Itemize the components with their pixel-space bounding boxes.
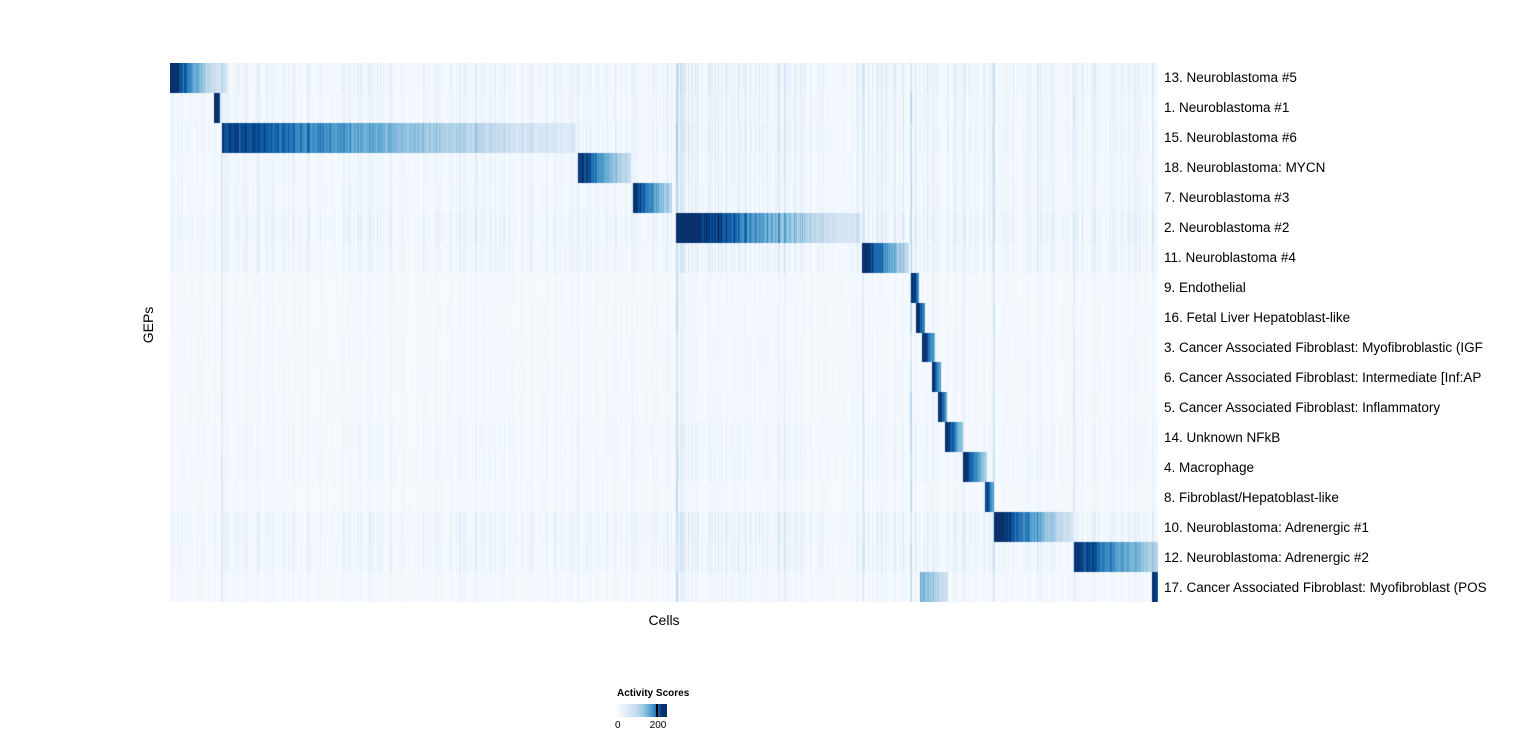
legend-max-label: 200 [649, 720, 667, 731]
legend-title: Activity Scores [617, 688, 690, 699]
row-label: 12. Neuroblastoma: Adrenergic #2 [1164, 549, 1369, 565]
row-label: 6. Cancer Associated Fibroblast: Interme… [1164, 369, 1482, 385]
row-label: 2. Neuroblastoma #2 [1164, 220, 1290, 236]
legend-tick-labels: 0 200 [615, 720, 697, 732]
row-label: 5. Cancer Associated Fibroblast: Inflamm… [1164, 399, 1441, 415]
row-label: 14. Unknown NFkB [1164, 429, 1281, 445]
row-label: 7. Neuroblastoma #3 [1164, 190, 1290, 206]
legend-min-label: 0 [615, 720, 621, 731]
row-label: 17. Cancer Associated Fibroblast: Myofib… [1164, 579, 1487, 595]
row-label: 8. Fibroblast/Hepatoblast-like [1164, 489, 1339, 505]
row-label: 13. Neuroblastoma #5 [1164, 70, 1297, 86]
row-label: 4. Macrophage [1164, 459, 1255, 475]
x-axis-label: Cells [648, 612, 680, 628]
y-axis-label: GEPs [140, 306, 156, 344]
row-label: 3. Cancer Associated Fibroblast: Myofibr… [1164, 339, 1483, 355]
activity-scores-legend: Activity Scores 0 200 [615, 688, 737, 732]
row-label: 10. Neuroblastoma: Adrenergic #1 [1164, 519, 1369, 535]
row-labels: 13. Neuroblastoma #5 1. Neuroblastoma #1 1… [1164, 63, 1540, 602]
row-label: 9. Endothelial [1164, 280, 1246, 296]
row-label: 16. Fetal Liver Hepatoblast-like [1164, 310, 1351, 326]
legend-tick-mark [656, 704, 658, 717]
heatmap-canvas [170, 63, 1158, 602]
row-label: 11. Neuroblastoma #4 [1164, 250, 1296, 266]
row-label: 1. Neuroblastoma #1 [1164, 100, 1290, 116]
row-label: 15. Neuroblastoma #6 [1164, 130, 1297, 146]
legend-gradient-bar [617, 704, 667, 717]
row-label: 18. Neuroblastoma: MYCN [1164, 160, 1326, 176]
